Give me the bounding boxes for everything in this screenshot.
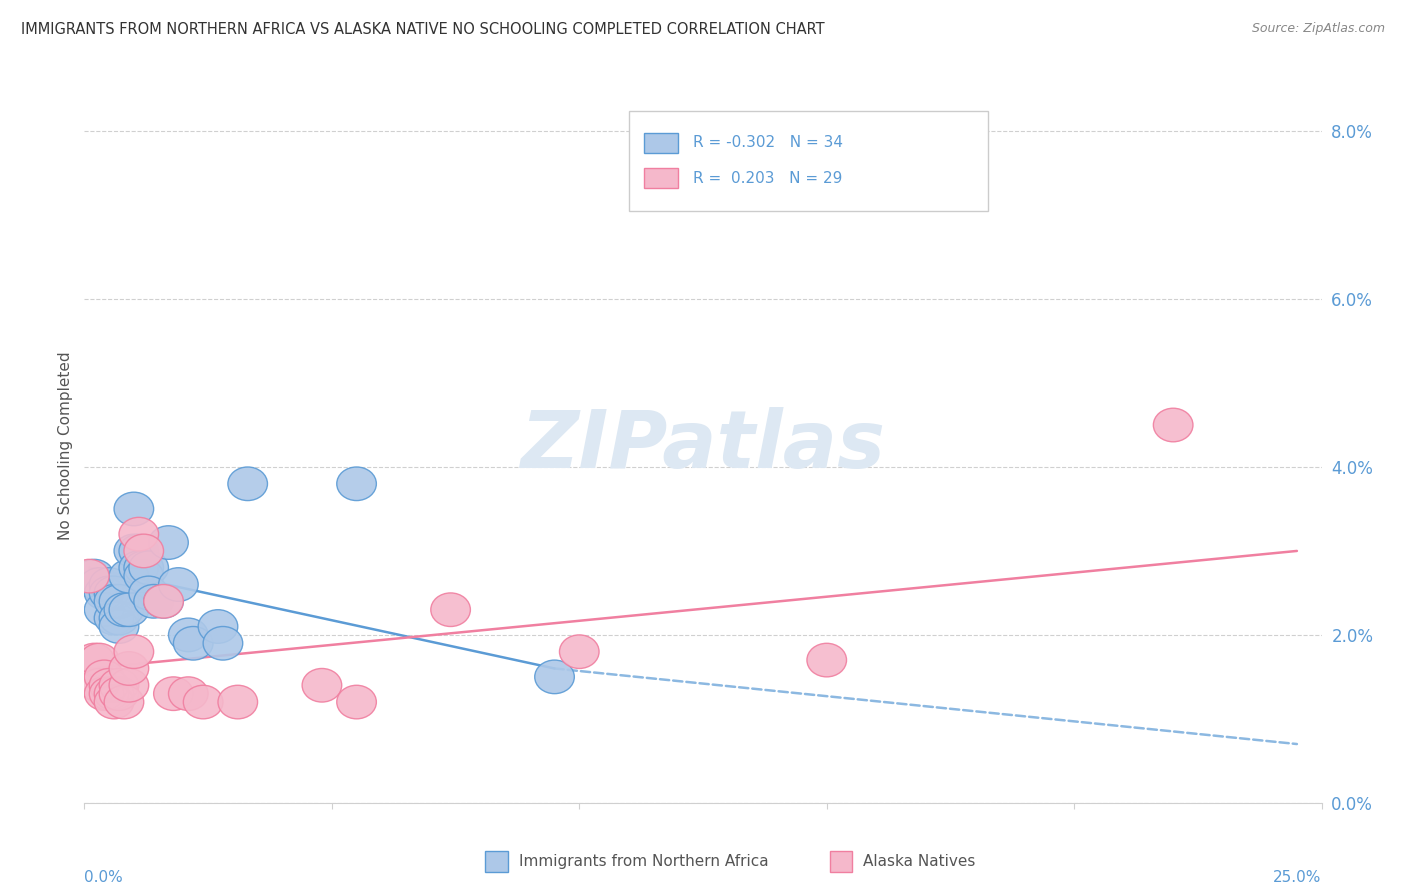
Ellipse shape: [337, 467, 377, 500]
Ellipse shape: [120, 517, 159, 551]
Ellipse shape: [129, 551, 169, 584]
Text: 25.0%: 25.0%: [1274, 870, 1322, 885]
Ellipse shape: [169, 618, 208, 652]
Ellipse shape: [110, 668, 149, 702]
Ellipse shape: [143, 584, 183, 618]
Ellipse shape: [84, 593, 124, 626]
Ellipse shape: [94, 677, 134, 710]
Ellipse shape: [1153, 409, 1192, 442]
Ellipse shape: [84, 677, 124, 710]
Ellipse shape: [94, 685, 134, 719]
Y-axis label: No Schooling Completed: No Schooling Completed: [58, 351, 73, 541]
Ellipse shape: [90, 576, 129, 610]
Ellipse shape: [169, 677, 208, 710]
Ellipse shape: [114, 492, 153, 525]
Ellipse shape: [159, 567, 198, 601]
Ellipse shape: [94, 584, 134, 618]
Ellipse shape: [183, 685, 224, 719]
Ellipse shape: [218, 685, 257, 719]
Ellipse shape: [114, 534, 153, 567]
Ellipse shape: [124, 534, 163, 567]
Ellipse shape: [100, 610, 139, 643]
Ellipse shape: [100, 584, 139, 618]
Text: 0.0%: 0.0%: [84, 870, 124, 885]
Ellipse shape: [114, 635, 153, 668]
Ellipse shape: [100, 601, 139, 635]
Ellipse shape: [430, 593, 471, 626]
Ellipse shape: [94, 576, 134, 610]
Ellipse shape: [110, 559, 149, 593]
Ellipse shape: [90, 677, 129, 710]
Ellipse shape: [110, 652, 149, 685]
Ellipse shape: [173, 626, 214, 660]
Text: ZIPatlas: ZIPatlas: [520, 407, 886, 485]
Ellipse shape: [94, 601, 134, 635]
FancyBboxPatch shape: [644, 133, 678, 153]
Ellipse shape: [84, 660, 124, 694]
Ellipse shape: [79, 668, 120, 702]
Ellipse shape: [84, 576, 124, 610]
Ellipse shape: [228, 467, 267, 500]
Text: R = -0.302   N = 34: R = -0.302 N = 34: [693, 136, 844, 150]
Ellipse shape: [79, 567, 120, 601]
Ellipse shape: [75, 643, 114, 677]
Text: IMMIGRANTS FROM NORTHERN AFRICA VS ALASKA NATIVE NO SCHOOLING COMPLETED CORRELAT: IMMIGRANTS FROM NORTHERN AFRICA VS ALASK…: [21, 22, 825, 37]
Ellipse shape: [129, 576, 169, 610]
Ellipse shape: [100, 668, 139, 702]
Text: Immigrants from Northern Africa: Immigrants from Northern Africa: [519, 855, 769, 869]
Ellipse shape: [124, 559, 163, 593]
Ellipse shape: [104, 685, 143, 719]
Ellipse shape: [153, 677, 193, 710]
Ellipse shape: [302, 668, 342, 702]
Ellipse shape: [807, 643, 846, 677]
Ellipse shape: [120, 534, 159, 567]
Ellipse shape: [110, 593, 149, 626]
Text: R =  0.203   N = 29: R = 0.203 N = 29: [693, 171, 842, 186]
Ellipse shape: [120, 551, 159, 584]
Ellipse shape: [79, 643, 120, 677]
Ellipse shape: [100, 677, 139, 710]
Ellipse shape: [75, 559, 114, 593]
Text: Alaska Natives: Alaska Natives: [863, 855, 976, 869]
Ellipse shape: [90, 567, 129, 601]
Ellipse shape: [134, 584, 173, 618]
Ellipse shape: [337, 685, 377, 719]
Text: Source: ZipAtlas.com: Source: ZipAtlas.com: [1251, 22, 1385, 36]
Ellipse shape: [534, 660, 574, 694]
FancyBboxPatch shape: [644, 169, 678, 188]
Ellipse shape: [104, 593, 143, 626]
Ellipse shape: [124, 551, 163, 584]
Ellipse shape: [143, 584, 183, 618]
Ellipse shape: [69, 559, 110, 593]
FancyBboxPatch shape: [628, 111, 987, 211]
Ellipse shape: [149, 525, 188, 559]
Ellipse shape: [198, 610, 238, 643]
Ellipse shape: [90, 668, 129, 702]
Ellipse shape: [560, 635, 599, 668]
Ellipse shape: [202, 626, 243, 660]
